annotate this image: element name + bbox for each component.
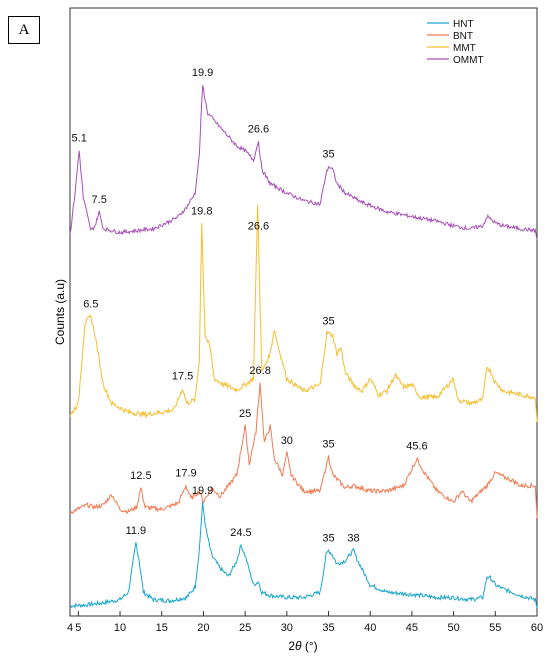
x-tick-label: 20 bbox=[197, 622, 209, 634]
peak-label: 12.5 bbox=[130, 470, 151, 482]
y-axis-label: Counts (a.u) bbox=[53, 279, 67, 345]
x-axis-label-theta: θ bbox=[295, 639, 302, 653]
x-tick-label: 50 bbox=[447, 622, 459, 634]
series-lines bbox=[69, 85, 538, 609]
x-tick-label: 25 bbox=[239, 622, 251, 634]
series-line-bnt bbox=[69, 382, 538, 519]
peak-label: 35 bbox=[322, 315, 334, 327]
x-tick-label: 40 bbox=[364, 622, 376, 634]
peak-label: 38 bbox=[347, 532, 359, 544]
x-tick-label: 5 bbox=[75, 622, 81, 634]
peak-label: 26.6 bbox=[248, 123, 269, 135]
peak-label: 35 bbox=[322, 149, 334, 161]
peak-label: 35 bbox=[322, 532, 334, 544]
series-line-ommt bbox=[69, 85, 538, 241]
legend-label: MMT bbox=[453, 43, 476, 54]
x-tick-label: 45 bbox=[406, 622, 418, 634]
x-axis-label-prefix: 2 bbox=[288, 639, 295, 653]
x-tick-label: 35 bbox=[322, 622, 334, 634]
x-tick-label: 55 bbox=[489, 622, 501, 634]
peak-label: 35 bbox=[322, 438, 334, 450]
peak-label: 26.6 bbox=[248, 220, 269, 232]
peak-label: 11.9 bbox=[126, 525, 147, 537]
peak-label: 45.6 bbox=[406, 441, 427, 453]
x-tick-label: 60 bbox=[531, 622, 543, 634]
legend-label: OMMT bbox=[453, 55, 484, 66]
x-tick-label: 10 bbox=[114, 622, 126, 634]
x-tick-label: 30 bbox=[281, 622, 293, 634]
peak-label: 17.5 bbox=[172, 371, 193, 383]
plot-frame bbox=[69, 7, 538, 617]
peak-label: 7.5 bbox=[92, 194, 107, 206]
peak-label: 6.5 bbox=[83, 299, 98, 311]
panel-label: A bbox=[8, 16, 40, 44]
peak-label: 17.9 bbox=[175, 468, 196, 480]
legend-label: BNT bbox=[453, 31, 473, 42]
series-line-hnt bbox=[69, 501, 538, 609]
peak-annotations: 11.9 19.9 24.5 35 38 12.5 17.9 25 26.8 30 35 45.6 6.… bbox=[72, 67, 428, 544]
x-tick-label: 15 bbox=[156, 622, 168, 634]
x-tick-label: 4 bbox=[67, 622, 73, 634]
peak-label: 25 bbox=[239, 408, 251, 420]
series-line-mmt bbox=[69, 204, 538, 423]
peak-label: 30 bbox=[281, 435, 293, 447]
peak-label: 19.8 bbox=[191, 206, 212, 218]
x-axis-ticks: 5 10 15 20 25 30 35 40 45 50 55 60 4 bbox=[67, 611, 543, 634]
peak-label: 19.9 bbox=[192, 485, 213, 497]
peak-label: 26.8 bbox=[249, 365, 270, 377]
x-axis-label-unit: (°) bbox=[302, 639, 318, 653]
peak-label: 5.1 bbox=[72, 133, 87, 145]
legend-label: HNT bbox=[453, 19, 474, 30]
peak-label: 19.9 bbox=[192, 67, 213, 79]
peak-label: 24.5 bbox=[230, 527, 251, 539]
x-axis-label: 2θ (°) bbox=[288, 639, 317, 653]
